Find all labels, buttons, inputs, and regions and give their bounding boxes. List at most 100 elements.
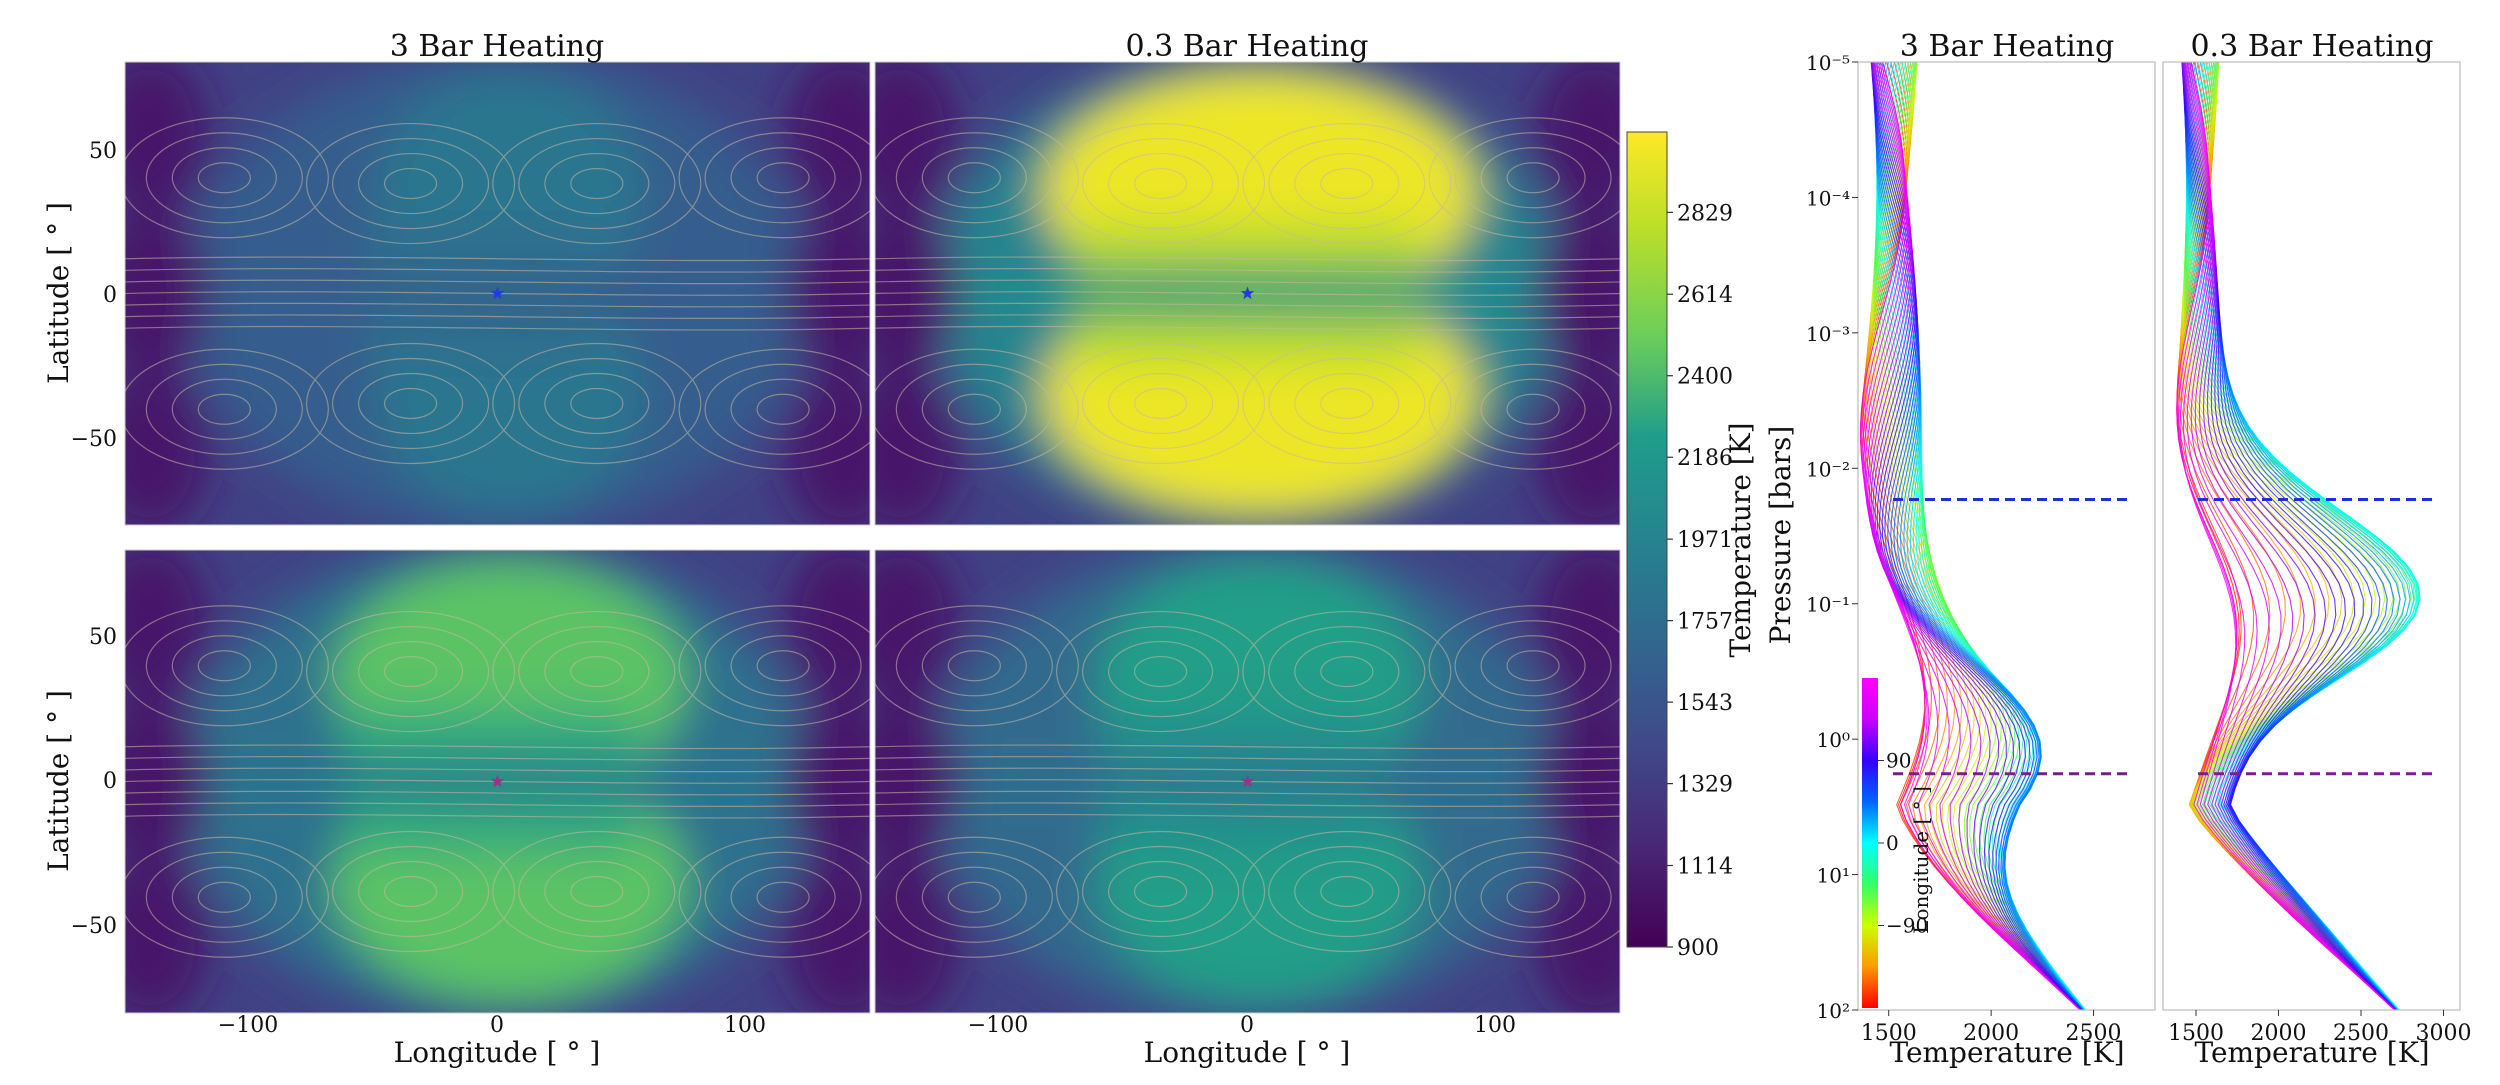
streamline — [1480, 635, 1586, 697]
x-tick-label: −100 — [218, 1013, 278, 1038]
temperature-profile-line — [1862, 62, 2082, 1010]
streamline — [895, 363, 1053, 455]
streamline — [383, 387, 438, 420]
streamline — [492, 830, 702, 953]
streamline — [383, 167, 438, 200]
streamline — [1320, 387, 1374, 420]
cold-region — [785, 698, 870, 865]
temperature-profile-line — [1870, 62, 2085, 1010]
x-axis-label: Temperature [K] — [1889, 1036, 2124, 1069]
streamline — [331, 625, 490, 718]
streamline — [570, 875, 624, 908]
streamline — [305, 610, 516, 733]
streamline — [570, 655, 624, 688]
streamline — [357, 152, 464, 215]
streamline — [357, 860, 464, 923]
cold-region — [785, 550, 870, 706]
streamline — [145, 363, 303, 455]
temperature-profile-line — [1869, 62, 2085, 1010]
streamline — [125, 325, 870, 331]
streamline — [730, 378, 836, 440]
streamline — [1506, 881, 1560, 913]
streamline — [145, 851, 303, 943]
streamline — [492, 610, 702, 733]
streamline — [875, 279, 1620, 285]
temperature-profile-line — [2185, 62, 2421, 1010]
x-tick-label: 0 — [1240, 1013, 1254, 1038]
temperature-profile-line — [2185, 62, 2406, 1010]
streamline — [1320, 655, 1374, 688]
streamline — [125, 268, 870, 273]
streamline — [145, 620, 303, 712]
panel-title: 0.3 Bar Heating — [1125, 29, 1368, 64]
streamline — [570, 167, 624, 200]
streamline — [1268, 357, 1426, 450]
streamline — [875, 813, 1620, 819]
streamline — [875, 790, 1620, 796]
streamline — [704, 851, 862, 943]
y-axis-label: Pressure [bars] — [1764, 426, 1797, 645]
temperature-profile-line — [2183, 62, 2400, 1010]
streamline — [570, 387, 624, 420]
streamline — [1055, 342, 1266, 465]
temperature-profile-line — [2184, 62, 2412, 1010]
y-tick-label: −50 — [71, 914, 117, 939]
temperature-profile-line — [2183, 62, 2397, 1010]
temperature-profile-line — [2182, 62, 2396, 1010]
temperature-profile-line — [1876, 62, 2086, 1010]
colorbar-tick-label: 90 — [1886, 749, 1911, 773]
temperature-profile-line — [2176, 62, 2396, 1010]
streamline — [1133, 875, 1188, 908]
temperature-profile-line — [1874, 62, 2084, 1010]
streamline — [518, 625, 676, 718]
cold-region — [1535, 857, 1620, 1013]
streamline — [730, 635, 836, 697]
streamline — [1055, 830, 1266, 953]
streamline — [704, 620, 862, 712]
streamline — [1242, 610, 1452, 733]
streamline — [756, 393, 810, 425]
temperature-profile-line — [1870, 62, 2082, 1010]
cold-region — [1535, 62, 1620, 218]
substellar-star-icon — [1240, 286, 1255, 300]
streamline — [331, 357, 490, 450]
streamline — [544, 152, 650, 215]
temperature-profile-line — [2185, 62, 2420, 1010]
streamline — [1506, 162, 1560, 194]
x-tick-label: 3000 — [2416, 1021, 2472, 1046]
temperature-profile-line — [1876, 62, 2086, 1010]
cold-region — [125, 698, 210, 865]
streamline — [125, 802, 870, 807]
colorbar-tick-label: 1329 — [1677, 773, 1733, 798]
profile-panel-left: 3 Bar Heating Pressure [bars] 1500 2000 25… — [1764, 29, 2156, 1069]
streamline — [383, 875, 438, 908]
colorbar-label: Temperature [K] — [1724, 422, 1757, 657]
streamline — [305, 830, 516, 953]
streamline — [1294, 640, 1400, 703]
y-tick-label: 10⁻³ — [1806, 322, 1850, 346]
heatmap-top-left: 3 Bar Heating Latitude [ ° ] 50 0 −50 — [42, 29, 871, 526]
streamline — [704, 363, 862, 455]
streamline — [1454, 851, 1612, 943]
colorbar-tick-label: 900 — [1677, 936, 1719, 961]
streamline — [678, 836, 870, 958]
colorbar-tick-label: −90 — [1886, 914, 1928, 938]
y-tick-label: 50 — [89, 625, 117, 650]
colorbar-tick-label: 1757 — [1677, 610, 1733, 635]
streamline — [921, 378, 1027, 440]
streamline — [678, 605, 870, 727]
streamline — [756, 881, 810, 913]
streamline — [921, 147, 1027, 209]
streamline — [875, 836, 1079, 958]
cold-region — [1535, 210, 1620, 377]
streamline — [305, 342, 516, 465]
streamline — [1081, 357, 1240, 450]
y-tick-label: 10⁰ — [1817, 728, 1850, 752]
x-tick-label: 2000 — [2251, 1021, 2307, 1046]
x-tick-label: 2500 — [2333, 1021, 2389, 1046]
streamline — [492, 122, 702, 245]
panel-title: 0.3 Bar Heating — [2190, 29, 2433, 64]
streamline — [730, 866, 836, 928]
temperature-profile-line — [2180, 62, 2398, 1010]
x-tick-label: 2000 — [1963, 1021, 2019, 1046]
